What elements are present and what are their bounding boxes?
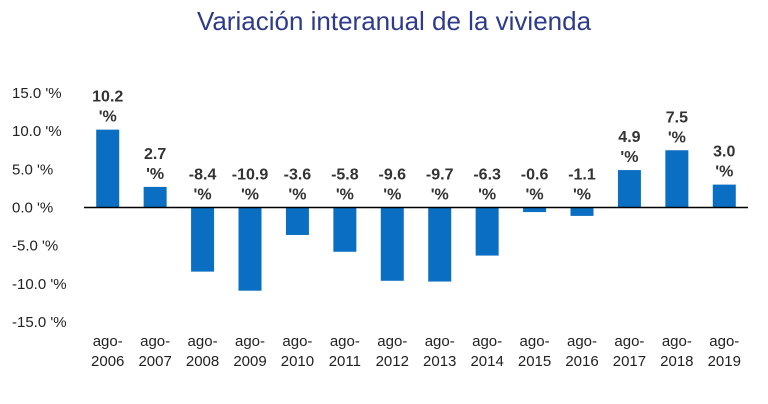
x-tick-label-year: 2017	[613, 353, 646, 370]
data-label-value: -0.6	[521, 167, 549, 184]
bar	[523, 207, 547, 213]
x-tick-label-year: 2012	[376, 353, 409, 370]
y-tick-label: 15.0 '%	[12, 85, 62, 102]
data-label-value: 2.7	[144, 146, 166, 163]
data-label-value: -9.7	[426, 167, 454, 184]
y-tick-label: 5.0 '%	[12, 161, 53, 178]
x-tick-label-month: ago-	[472, 333, 502, 350]
data-label-unit: '%	[194, 187, 212, 204]
bar	[712, 184, 736, 208]
data-label-value: 3.0	[713, 144, 735, 161]
data-label-value: -1.1	[568, 167, 596, 184]
x-tick-label-year: 2011	[329, 353, 361, 370]
chart-title: Variación interanual de la vivienda	[197, 6, 592, 36]
data-label-unit: '%	[715, 164, 733, 181]
x-tick-label-month: ago-	[93, 333, 123, 350]
data-labels: 10.2 '% 2.7 '% -8.4 '% -10.9 '% -3.6 '% -5.8 '% -9.6…	[92, 89, 735, 204]
x-tick-label-month: ago-	[235, 333, 265, 350]
x-tick-label-year: 2010	[281, 353, 314, 370]
bar	[96, 129, 120, 208]
x-tick-label-year: 2014	[470, 353, 503, 370]
data-label-unit: '%	[478, 187, 496, 204]
x-tick-label-month: ago-	[520, 333, 550, 350]
x-tick-label-month: ago-	[425, 333, 455, 350]
data-label-unit: '%	[526, 187, 544, 204]
data-label-unit: '%	[668, 129, 686, 146]
data-label-value: -9.6	[378, 167, 406, 184]
bar	[380, 207, 404, 281]
data-label-value: -6.3	[473, 167, 501, 184]
x-tick-label-month: ago-	[614, 333, 644, 350]
y-tick-label: 0.0 '%	[12, 200, 53, 217]
data-label-value: -3.6	[284, 167, 312, 184]
bar	[143, 186, 167, 208]
y-tick-label: -10.0 '%	[12, 276, 67, 293]
data-label-value: 10.2	[92, 89, 123, 106]
data-label-value: -8.4	[189, 167, 217, 184]
data-label-unit: '%	[99, 109, 117, 126]
x-tick-label-month: ago-	[709, 333, 739, 350]
x-tick-label-year: 2009	[233, 353, 266, 370]
x-tick-label-month: ago-	[140, 333, 170, 350]
bar	[475, 207, 499, 256]
bar	[238, 207, 262, 291]
data-label-unit: '%	[336, 187, 354, 204]
bars	[96, 129, 736, 291]
x-tick-label-year: 2019	[708, 353, 741, 370]
x-tick-label-month: ago-	[282, 333, 312, 350]
x-tick-label-month: ago-	[188, 333, 218, 350]
x-tick-label-month: ago-	[330, 333, 360, 350]
data-label-value: 7.5	[666, 109, 688, 126]
data-label-unit: '%	[383, 187, 401, 204]
x-tick-label-year: 2015	[518, 353, 551, 370]
x-tick-label-year: 2016	[565, 353, 598, 370]
x-tick-label-year: 2013	[423, 353, 456, 370]
y-tick-label: -5.0 '%	[12, 238, 58, 255]
y-axis-ticks: 15.0 '% 10.0 '% 5.0 '% 0.0 '% -5.0 '% -10.0 '…	[12, 85, 67, 331]
y-tick-label: 10.0 '%	[12, 123, 62, 140]
data-label-unit: '%	[146, 166, 164, 183]
x-tick-label-year: 2006	[91, 353, 124, 370]
bar	[570, 207, 594, 216]
data-label-unit: '%	[241, 187, 259, 204]
bar	[428, 207, 452, 282]
x-tick-label-year: 2018	[660, 353, 693, 370]
data-label-value: 4.9	[618, 129, 640, 146]
bar	[285, 207, 309, 235]
x-tick-label-month: ago-	[567, 333, 597, 350]
bar	[191, 207, 215, 272]
data-label-value: -10.9	[232, 167, 269, 184]
x-tick-label-year: 2007	[138, 353, 171, 370]
data-label-unit: '%	[431, 187, 449, 204]
bar	[665, 150, 689, 208]
x-tick-label-month: ago-	[662, 333, 692, 350]
x-tick-label-month: ago-	[377, 333, 407, 350]
bar	[333, 207, 357, 252]
data-label-unit: '%	[288, 187, 306, 204]
x-tick-label-year: 2008	[186, 353, 219, 370]
data-label-value: -5.8	[331, 167, 359, 184]
x-axis-ticks: ago- 2006 ago- 2007 ago- 2008 ago- 2009 ago- 2010…	[91, 333, 741, 370]
data-label-unit: '%	[620, 149, 638, 166]
data-label-unit: '%	[573, 187, 591, 204]
bar	[617, 170, 641, 208]
y-tick-label: -15.0 '%	[12, 314, 67, 331]
